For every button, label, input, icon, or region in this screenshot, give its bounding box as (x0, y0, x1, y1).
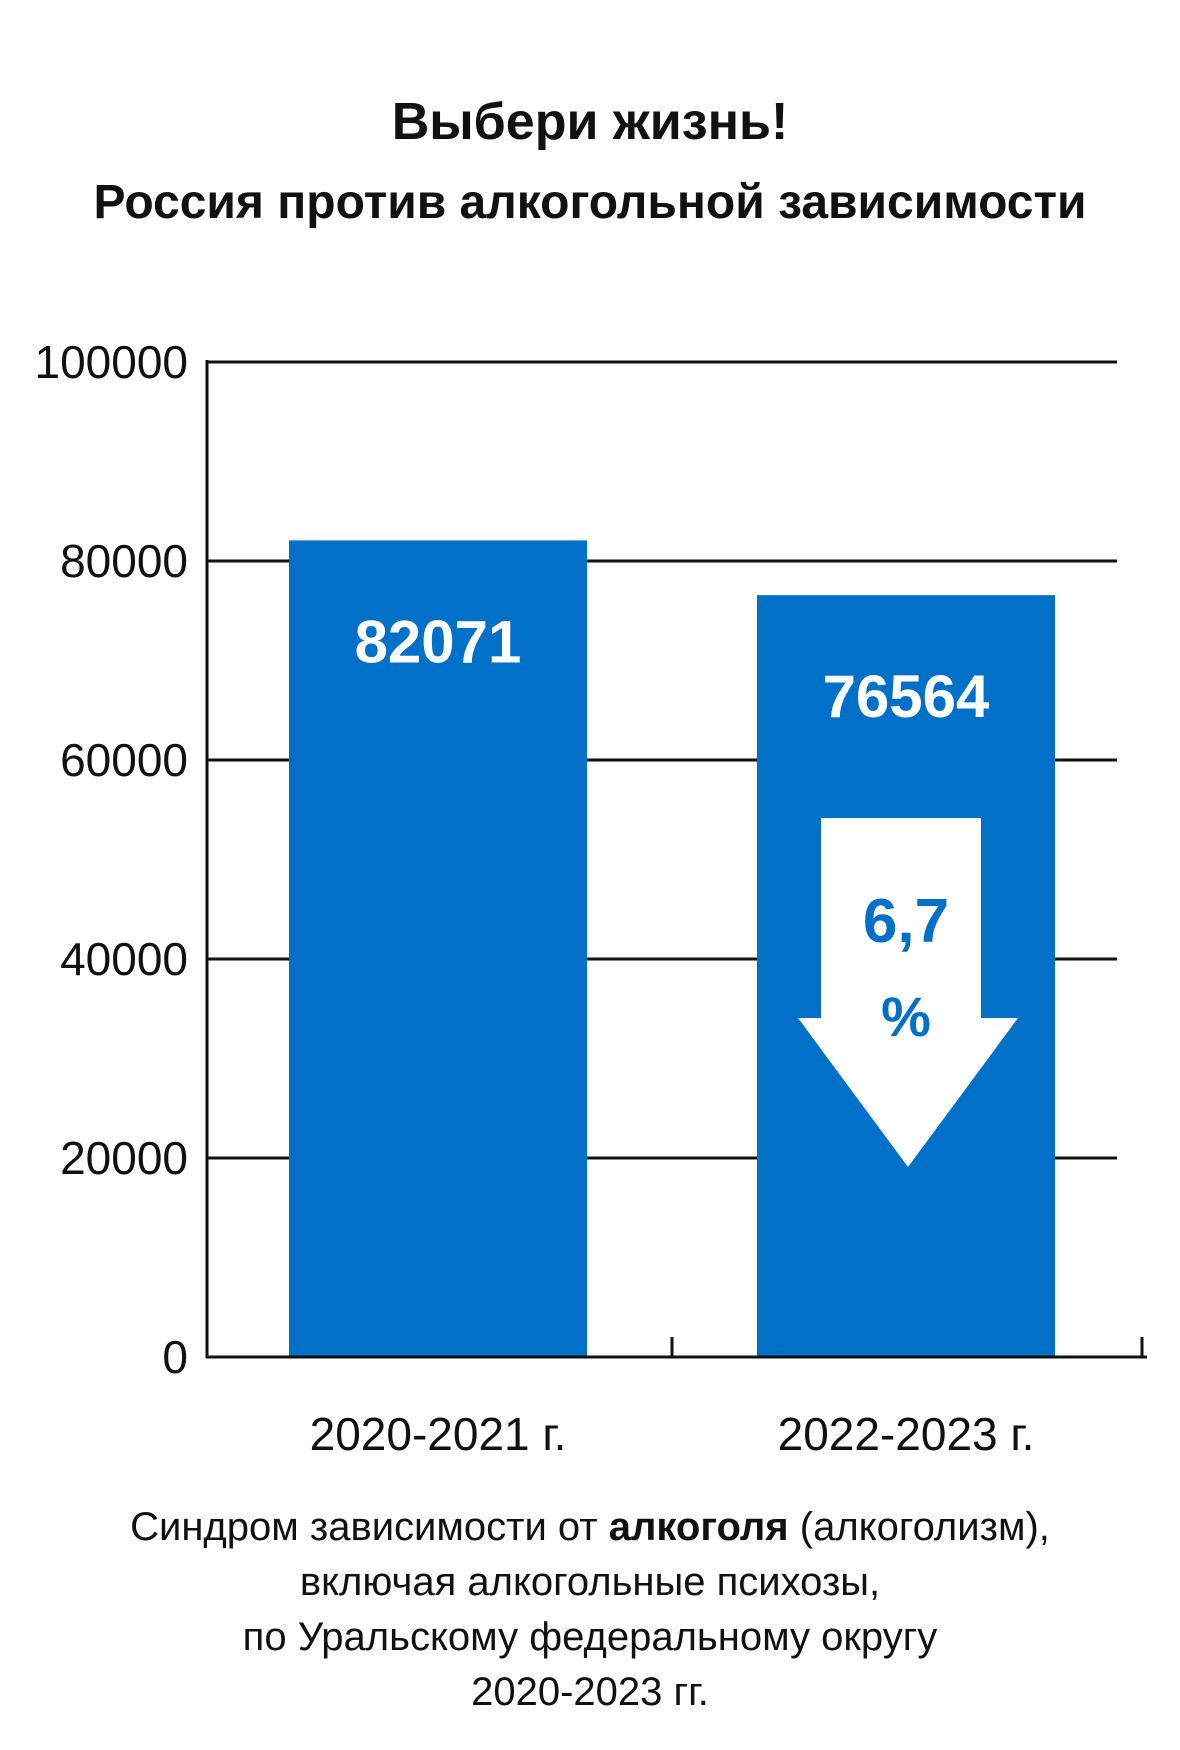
chart-title: Выбери жизнь! (391, 93, 789, 151)
down-arrow-icon (798, 818, 1018, 1167)
caption-text: (алкоголизм), (788, 1505, 1050, 1549)
change-percent-unit: % (881, 985, 931, 1048)
caption-bold-text: алкоголя (608, 1505, 789, 1549)
axes: 0 20000 40000 60000 80000 100000 (35, 336, 1147, 1383)
y-tick-label: 60000 (60, 734, 188, 786)
bar-chart: 0 20000 40000 60000 80000 100000 82071 2020-20… (35, 336, 1147, 1460)
y-tick-label: 80000 (60, 535, 188, 587)
chart-caption: Синдром зависимости от алкоголя (алкогол… (0, 1500, 1180, 1720)
y-tick-label: 0 (162, 1331, 188, 1383)
chart-subtitle: Россия против алкогольной зависимости (93, 176, 1087, 229)
caption-text: Синдром зависимости от (130, 1505, 609, 1549)
y-tick-label: 20000 (60, 1132, 188, 1184)
y-tick-label: 100000 (35, 336, 189, 388)
x-tick-label: 2020-2021 г. (310, 1408, 567, 1460)
caption-line-1: Синдром зависимости от алкоголя (алкогол… (0, 1500, 1180, 1555)
change-annotation: 6,7% (798, 818, 1018, 1167)
caption-line-3: по Уральскому федеральному округу (242, 1615, 938, 1659)
bar-value-label: 76564 (823, 663, 990, 730)
caption-line-2: включая алкогольные психозы, (299, 1560, 881, 1604)
bars (289, 540, 1055, 1357)
x-tick-label: 2022-2023 г. (778, 1408, 1035, 1460)
change-percent-value: 6,7 (863, 887, 949, 956)
bar (289, 540, 587, 1357)
labels: 82071 2020-2021 г. 76564 2022-2023 г. (310, 608, 1035, 1460)
y-tick-label: 40000 (60, 933, 188, 985)
caption-line-4: 2020-2023 гг. (471, 1670, 709, 1714)
bar-value-label: 82071 (355, 608, 522, 675)
